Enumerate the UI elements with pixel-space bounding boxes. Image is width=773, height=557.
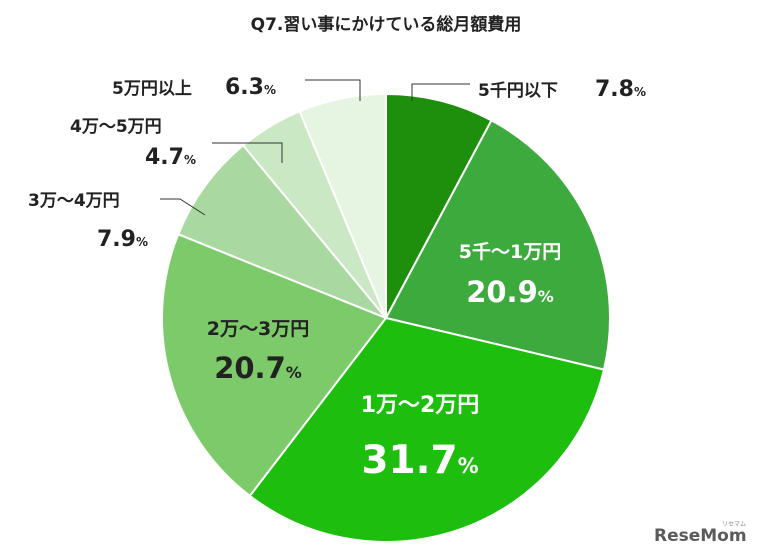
slice-percent-label: 31.7%	[361, 438, 478, 483]
slice-percent-label: 7.9%	[97, 227, 148, 252]
pie-slice	[248, 316, 606, 543]
pie-slice	[385, 92, 493, 319]
slice-percent-label: 7.8%	[595, 77, 646, 102]
slice-category-label: 5万円以上	[112, 79, 192, 99]
leader-line	[411, 83, 470, 101]
slice-category-label: 1万～2万円	[361, 393, 480, 418]
resemom-logo: ReseMom リセマム	[654, 521, 747, 546]
pie-slice	[298, 92, 387, 319]
chart-title: Q7.習い事にかけている総月額費用	[251, 14, 522, 35]
pie-slice	[176, 143, 387, 319]
pie-slices	[161, 92, 611, 543]
slice-category-label: 2万～3万円	[207, 318, 309, 340]
leader-line	[305, 79, 361, 101]
leader-lines	[160, 79, 470, 216]
leader-line	[212, 142, 283, 163]
logo-ruby: リセマム	[722, 521, 746, 528]
slice-category-label: 3万～4万円	[28, 191, 120, 211]
slice-labels: 5千円以下 7.8% 5千～1万円 20.9% 1万～2万円 31.7% 2万～3万円 20.…	[28, 75, 646, 483]
slice-category-label: 5千～1万円	[459, 241, 561, 263]
pie-slice	[384, 119, 611, 371]
slice-percent-label: 20.7%	[214, 351, 302, 385]
pie-slice	[161, 232, 388, 498]
leader-line	[160, 198, 206, 216]
slice-percent-label: 4.7%	[145, 145, 196, 170]
slice-category-label: 5千円以下	[478, 81, 558, 101]
slice-category-label: 4万～5万円	[70, 117, 162, 137]
slice-percent-label: 20.9%	[466, 275, 554, 309]
logo-text: ReseMom	[654, 526, 747, 546]
slice-percent-label: 6.3%	[225, 75, 276, 100]
